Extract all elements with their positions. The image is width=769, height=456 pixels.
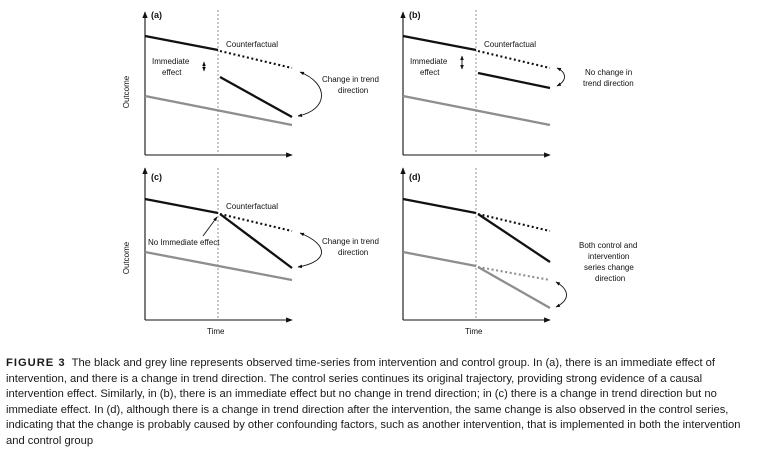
caption-heading: FIGURE 3 [6, 357, 66, 369]
panel-label: (d) [409, 172, 421, 182]
trend-note: intervention [588, 252, 629, 261]
y-axis-label: Outcome [122, 241, 131, 274]
counterfactual-label: Counterfactual [484, 40, 536, 49]
trend-note: Change in trend [322, 237, 379, 246]
intervention-series-post [477, 71, 551, 90]
control-series-post [477, 266, 551, 309]
no-trend-change-arrow [556, 67, 565, 87]
panel-c: (c) Counterfactual No Immediate effect C… [122, 167, 379, 336]
trend-note: Both control and [579, 241, 637, 250]
figure-caption: FIGURE 3 The black and grey line represen… [6, 356, 762, 450]
control-series [144, 94, 293, 127]
panel-a: (a) Counterfactual Immediate effect Chan… [122, 10, 379, 158]
counterfactual-line [477, 49, 551, 70]
y-axis-label: Outcome [122, 75, 131, 108]
counterfactual-label: Counterfactual [226, 202, 278, 211]
trend-note: direction [595, 274, 625, 283]
trend-note: series change [584, 263, 634, 272]
counterfactual-line [219, 212, 293, 233]
intervention-series-pre [402, 34, 477, 52]
counterfactual-line [219, 49, 293, 70]
panel-label: (b) [409, 10, 421, 20]
figure-diagram: (a) Counterfactual Immediate effect Chan… [122, 10, 637, 336]
panel-label: (c) [151, 172, 162, 182]
trend-change-arrow [297, 71, 322, 117]
no-immediate-effect-arrow [202, 216, 218, 237]
trend-note: direction [338, 86, 368, 95]
counterfactual-label: Counterfactual [226, 40, 278, 49]
intervention-series-post [477, 213, 551, 263]
caption-text: The black and grey line represents obser… [6, 357, 741, 447]
intervention-series-pre [144, 197, 219, 215]
panel-label: (a) [151, 10, 162, 20]
intervention-series-pre [402, 197, 477, 215]
intervention-series-post [219, 75, 293, 119]
x-axis-label: Time [465, 327, 483, 336]
trend-change-arrow [297, 232, 322, 269]
control-series [402, 94, 551, 127]
control-series-pre [402, 250, 477, 268]
panel-d: (d) Both control and intervention series… [400, 167, 637, 336]
immediate-effect-label: Immediate [410, 57, 448, 66]
trend-note: Change in trend [322, 75, 379, 84]
control-series [144, 250, 293, 282]
immediate-effect-label: effect [420, 68, 440, 77]
trend-note: No change in [585, 68, 632, 77]
intervention-series-post [219, 213, 293, 269]
panel-b: (b) Counterfactual Immediate effect No c… [400, 10, 634, 158]
intervention-series-pre [144, 34, 219, 52]
both-change-arrow [555, 281, 567, 308]
immediate-effect-label: Immediate [152, 57, 190, 66]
trend-note: direction [338, 248, 368, 257]
no-immediate-effect-label: No Immediate effect [148, 238, 220, 247]
counterfactual-line [477, 212, 551, 233]
immediate-effect-label: effect [162, 68, 182, 77]
x-axis-label: Time [207, 327, 225, 336]
trend-note: trend direction [583, 79, 634, 88]
control-counterfactual-line [477, 265, 551, 282]
